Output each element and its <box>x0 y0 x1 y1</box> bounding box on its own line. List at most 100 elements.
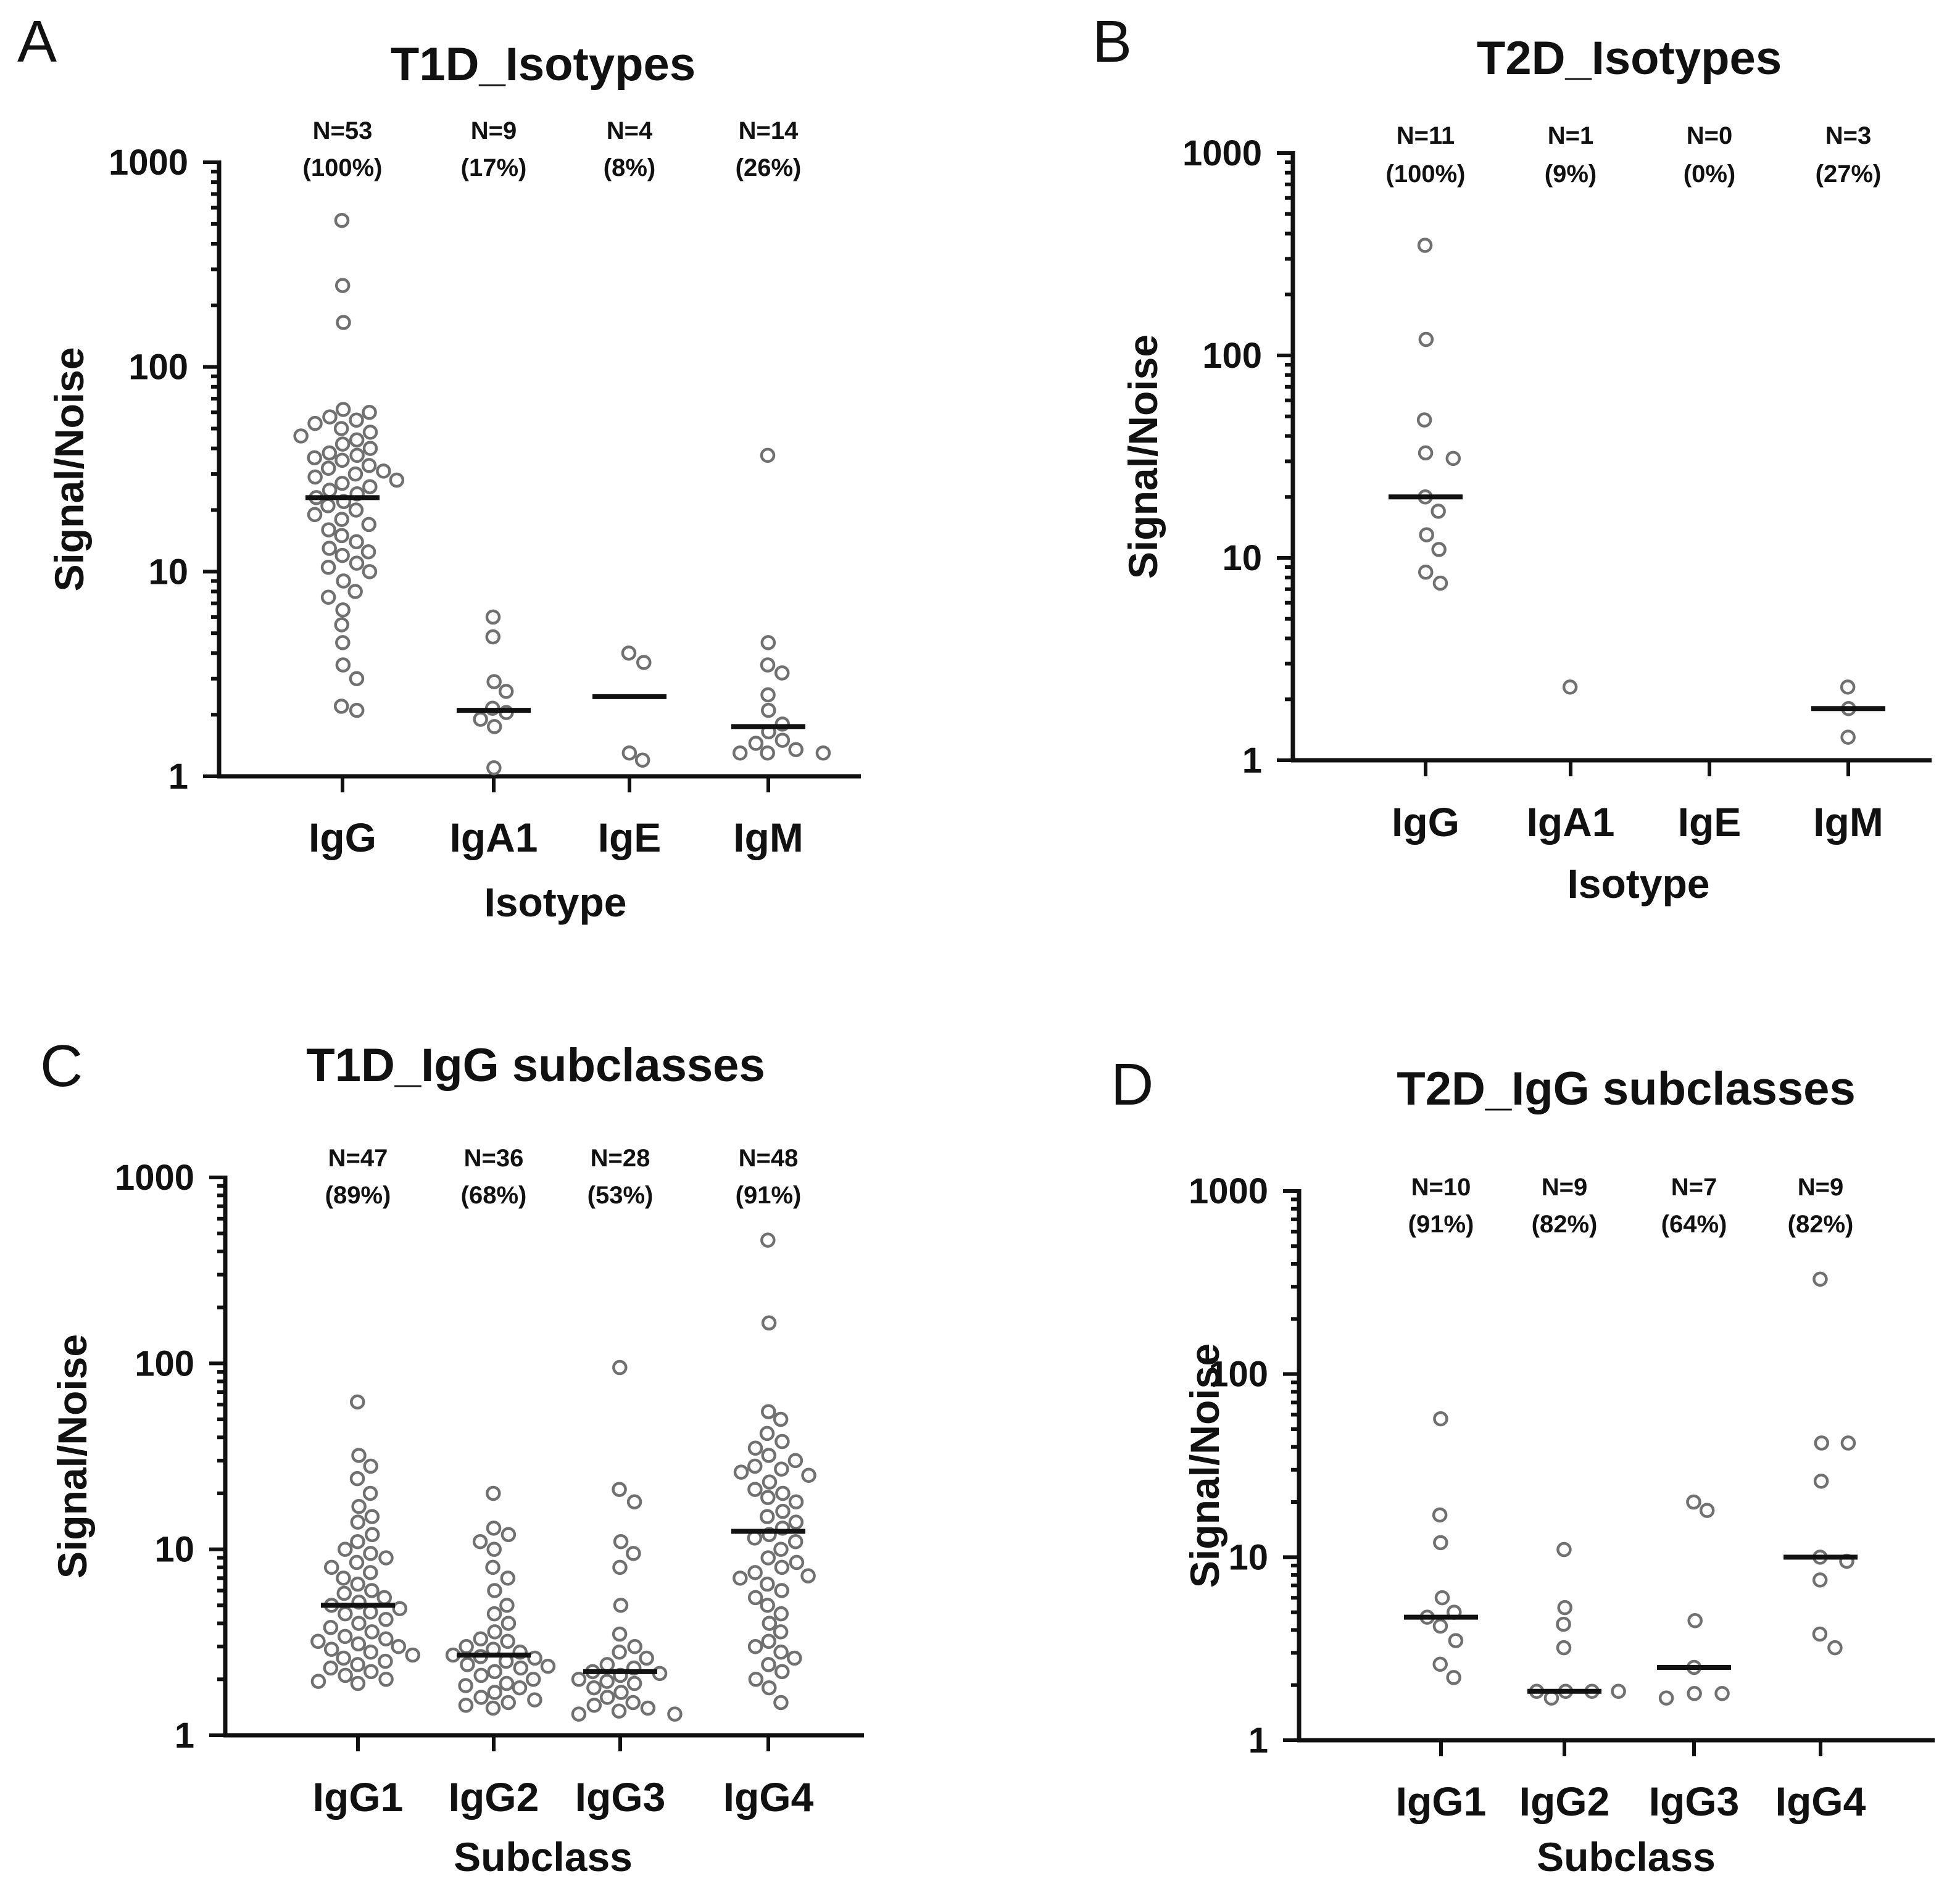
data-point <box>732 745 748 761</box>
data-point <box>540 1658 556 1674</box>
x-category-label: IgG <box>309 815 376 860</box>
data-point <box>640 1700 656 1716</box>
data-point <box>363 1546 378 1561</box>
data-point <box>333 699 349 714</box>
data-point <box>636 655 652 670</box>
data-point <box>293 428 309 444</box>
y-tick-label: 1000 <box>1182 133 1262 173</box>
data-point <box>310 1633 326 1650</box>
y-axis-title: Signal/Noise <box>46 347 92 591</box>
y-tick-label: 100 <box>1202 336 1262 376</box>
data-point <box>362 425 378 440</box>
data-point <box>1432 1507 1448 1523</box>
data-point <box>625 1695 641 1711</box>
data-point <box>762 1616 778 1631</box>
data-point <box>747 1638 763 1654</box>
data-point <box>1699 1503 1715 1518</box>
data-point <box>363 1565 378 1580</box>
data-point <box>333 421 349 436</box>
data-point <box>621 645 637 661</box>
percent-annotation: (64%) <box>1661 1211 1727 1238</box>
data-point <box>599 1657 615 1672</box>
data-point <box>336 315 351 330</box>
data-point <box>1433 1411 1448 1427</box>
percent-annotation: (17%) <box>461 154 527 181</box>
data-point <box>378 1672 394 1687</box>
panel-b: B T2D_Isotypes 1 10 100 1000 Signal/Noise Isoty… <box>1092 9 1932 907</box>
data-point <box>512 1680 528 1696</box>
data-point <box>362 479 378 494</box>
data-point <box>336 1585 352 1601</box>
percent-annotation: (89%) <box>325 1182 391 1209</box>
data-point <box>335 602 351 618</box>
panel-title: T1D_IgG subclasses <box>306 1039 765 1092</box>
data-point <box>349 1471 365 1487</box>
data-point <box>612 1559 628 1575</box>
data-point <box>626 1494 642 1509</box>
data-point <box>787 1453 804 1469</box>
data-point <box>612 1626 628 1642</box>
data-point <box>612 1482 627 1497</box>
count-annotation: N=14 <box>739 117 799 144</box>
data-point <box>486 760 502 776</box>
data-point <box>320 560 336 575</box>
x-category-label: IgG1 <box>313 1774 404 1820</box>
data-point <box>787 1533 804 1550</box>
data-point <box>487 1583 502 1598</box>
data-point <box>1432 575 1448 591</box>
x-category-label: IgG2 <box>449 1774 539 1820</box>
y-tick-label: 1 <box>1248 1720 1268 1761</box>
panel-c: C T1D_IgG subclasses 1 10 100 1000 Signal/Nois… <box>40 1033 864 1880</box>
data-point <box>499 1675 515 1691</box>
data-point <box>760 687 776 703</box>
data-point <box>486 674 502 689</box>
data-point <box>760 657 776 673</box>
data-point <box>733 1464 749 1480</box>
data-point <box>613 1598 629 1613</box>
data-point <box>320 460 336 476</box>
y-axis-title: Signal/Noise <box>1182 1343 1227 1588</box>
data-point <box>762 1680 777 1696</box>
data-point <box>1556 1616 1571 1632</box>
data-point <box>1432 1618 1448 1634</box>
data-point <box>376 463 391 479</box>
data-point <box>485 609 501 625</box>
x-category-label: IgM <box>733 815 804 860</box>
data-point <box>334 452 350 468</box>
data-point <box>525 1672 541 1687</box>
data-point <box>458 1678 473 1693</box>
data-point <box>748 736 764 751</box>
y-tick-label: 1000 <box>115 1158 194 1198</box>
data-point <box>334 512 350 527</box>
data-point <box>761 1448 777 1463</box>
percent-annotation: (9%) <box>1545 160 1597 188</box>
count-annotation: N=9 <box>1798 1174 1844 1201</box>
x-category-label: IgE <box>1678 799 1742 845</box>
data-point <box>334 278 351 293</box>
data-point <box>788 1494 804 1509</box>
data-point <box>486 1542 502 1557</box>
data-point <box>323 1620 339 1635</box>
data-point <box>378 1550 394 1566</box>
data-point <box>1840 679 1856 695</box>
data-point <box>336 1650 351 1666</box>
data-point <box>773 1695 789 1711</box>
data-point <box>362 564 378 579</box>
panel-title: T2D_IgG subclasses <box>1397 1063 1855 1115</box>
data-point <box>1418 445 1434 461</box>
panel-d: D T2D_IgG subclasses 1 10 100 1000 Signal/Nois… <box>1111 1052 1935 1880</box>
data-point <box>775 1503 791 1519</box>
data-point <box>586 1698 602 1713</box>
data-point <box>351 1498 367 1514</box>
data-point <box>800 1568 816 1583</box>
data-point <box>364 1527 380 1543</box>
data-point <box>334 617 350 633</box>
y-tick-label: 1 <box>1242 741 1262 781</box>
data-point <box>786 1650 802 1666</box>
x-category-label: IgM <box>1813 799 1883 845</box>
count-annotation: N=36 <box>464 1145 524 1172</box>
data-point <box>473 1667 489 1683</box>
data-point <box>349 447 365 463</box>
data-point <box>1431 542 1447 557</box>
data-point <box>627 1638 642 1654</box>
